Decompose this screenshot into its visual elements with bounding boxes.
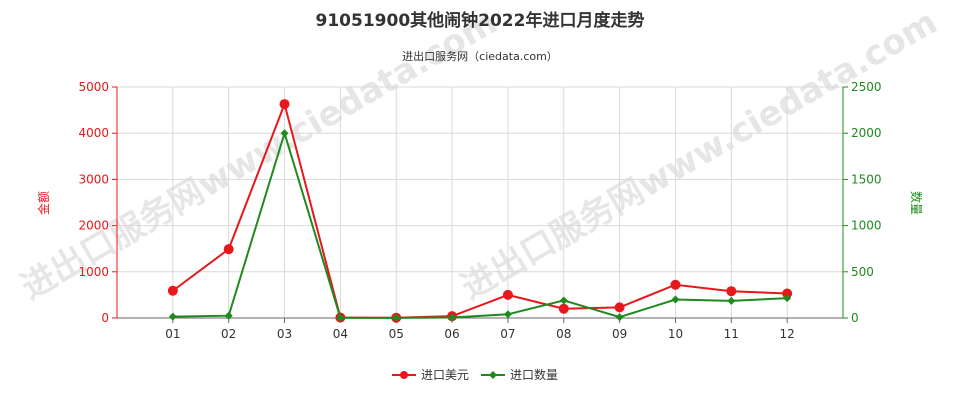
series-2-point [280, 129, 289, 138]
y-left-tick-label: 0 [101, 311, 109, 325]
axes: 0 1000 2000 3000 4000 5000 0 500 1000 1500 2000 250… [78, 80, 881, 341]
x-tick-label: 11 [724, 327, 739, 341]
series-2-point [448, 313, 457, 322]
x-tick-label: 06 [444, 327, 459, 341]
x-tick-label: 07 [500, 327, 515, 341]
y-right-tick-label: 1000 [851, 219, 882, 233]
series-2-point [559, 296, 568, 305]
x-tick-label: 10 [668, 327, 683, 341]
series-1-point [223, 244, 234, 255]
series-1-point [167, 285, 178, 296]
series-1-point [279, 99, 290, 110]
series-1-point [670, 279, 681, 290]
series-1-point [558, 303, 569, 314]
series-2-point [168, 312, 177, 321]
chart-title: 91051900其他闹钟2022年进口月度走势 [316, 10, 645, 31]
x-tick-label: 03 [277, 327, 292, 341]
chart-subtitle: 进出口服务网（ciedata.com） [402, 49, 558, 63]
legend-label-2: 进口数量 [510, 367, 558, 382]
series-1-point [614, 302, 625, 313]
series-2-point [336, 313, 345, 322]
y-right-tick-label: 2000 [851, 126, 882, 140]
y-left-tick-label: 2000 [78, 219, 109, 233]
watermark-layer: 进出口服务网www.ciedata.com进出口服务网www.ciedata.c… [15, 2, 945, 308]
y-right-tick-label: 2500 [851, 80, 882, 94]
series-2-point [503, 310, 512, 319]
grid-lines [117, 86, 843, 319]
series-line-2 [172, 129, 788, 319]
x-tick-label: 05 [389, 327, 404, 341]
series-2-point [615, 313, 624, 322]
y-axis-right-label: 数量 [909, 191, 924, 215]
x-tick-label: 12 [780, 327, 795, 341]
watermark-text: 进出口服务网www.ciedata.com [455, 2, 945, 308]
series-1-point [726, 286, 737, 297]
x-tick-label: 02 [221, 327, 236, 341]
legend-label-1: 进口美元 [421, 368, 469, 382]
y-right-tick-label: 1500 [851, 172, 882, 186]
x-tick-label: 09 [612, 327, 627, 341]
legend: 进口美元 进口数量 [392, 367, 558, 382]
y-right-tick-label: 0 [851, 311, 859, 325]
watermark-text: 进出口服务网www.ciedata.com [15, 2, 505, 308]
series-line-1 [172, 100, 788, 319]
series-layer [167, 99, 793, 323]
y-left-tick-label: 1000 [78, 265, 109, 279]
series-2-point [392, 313, 401, 322]
x-tick-label: 01 [165, 327, 180, 341]
y-axis-left-label: 金额 [36, 191, 51, 215]
x-tick-label: 08 [556, 327, 571, 341]
series-2-point [783, 294, 792, 303]
series-1-point [502, 289, 513, 300]
x-tick-label: 04 [333, 327, 348, 341]
y-left-tick-label: 3000 [78, 172, 109, 186]
legend-swatch-marker-1 [400, 371, 408, 379]
y-left-tick-label: 5000 [78, 80, 109, 94]
legend-swatch-marker-2 [489, 371, 497, 379]
series-2-point [727, 296, 736, 305]
series-2-point [224, 311, 233, 320]
series-1-point [782, 288, 793, 299]
y-left-tick-label: 4000 [78, 126, 109, 140]
series-2-point [671, 295, 680, 304]
y-right-tick-label: 500 [851, 265, 874, 279]
